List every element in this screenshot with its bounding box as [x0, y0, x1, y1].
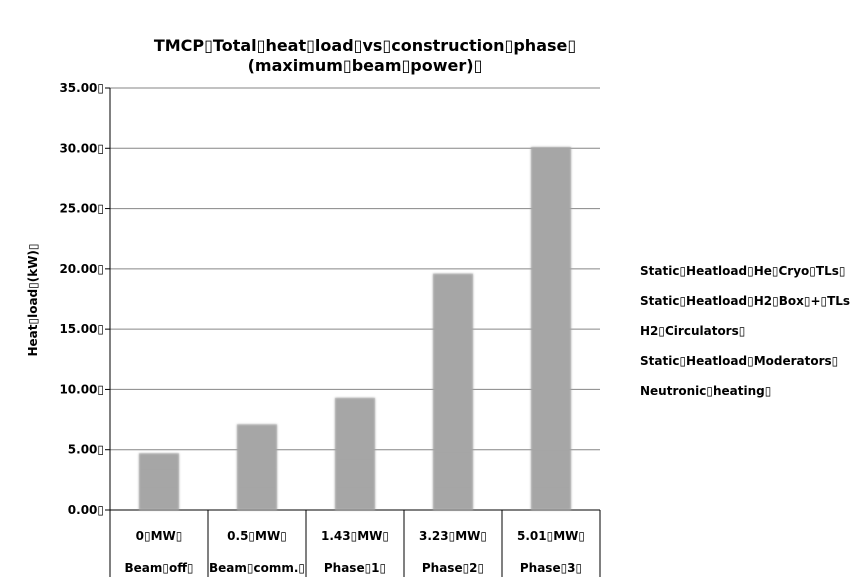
legend-item-static-he-cryo: Static▯Heatload▯He▯Cryo▯TLs▯: [640, 264, 846, 278]
x-category-label-power: 0.5▯MW▯: [227, 529, 287, 543]
bar-segment: [531, 444, 571, 451]
x-category-label-phase: Phase▯1▯: [324, 561, 386, 575]
bar-segment: [433, 458, 473, 488]
bar-segment: [237, 461, 277, 468]
y-tick-label: 35.00▯: [59, 81, 104, 95]
bars: [139, 147, 571, 510]
bar-segment: [531, 487, 571, 501]
x-category-label-phase: Phase▯2▯: [422, 561, 484, 575]
x-category-label-power: 0▯MW▯: [136, 529, 183, 543]
bar-segment: [531, 450, 571, 488]
legend-item-static-moderators: Static▯Heatload▯Moderators▯: [640, 354, 839, 368]
y-tick-label: 20.00▯: [59, 262, 104, 276]
bar-segment: [335, 459, 375, 466]
x-category-label-phase: Beam▯off▯: [124, 561, 193, 575]
x-category-label-phase: Phase▯3▯: [520, 561, 582, 575]
bar-segment: [335, 500, 375, 510]
y-tick-label: 0.00▯: [68, 503, 104, 517]
legend: Static▯Heatload▯He▯Cryo▯TLs▯ Static▯Heat…: [640, 261, 851, 411]
bar-segment: [531, 500, 571, 510]
y-tick-label: 15.00▯: [59, 322, 104, 336]
bar-segment: [139, 500, 179, 510]
bar-segment: [433, 452, 473, 459]
bar-total: [433, 273, 473, 510]
chart-title: TMCP▯Total▯heat▯load▯vs▯construction▯pha…: [140, 36, 590, 76]
bar-total: [531, 147, 571, 510]
bar-segment: [139, 453, 179, 463]
bar-segment: [335, 487, 375, 501]
x-category-label-power: 1.43▯MW▯: [321, 529, 389, 543]
legend-item-static-h2-box: Static▯Heatload▯H2▯Box▯+▯TLs▯: [640, 294, 851, 308]
gridlines: [110, 87, 600, 451]
chart-title-line-1: TMCP▯Total▯heat▯load▯vs▯construction▯pha…: [153, 36, 577, 55]
bar-segment: [335, 465, 375, 488]
y-tick-label: 5.00▯: [68, 443, 104, 457]
y-tick-label: 30.00▯: [59, 141, 104, 155]
bar-segment: [237, 487, 277, 501]
bar-segment: [237, 424, 277, 462]
category-table: 0▯MW▯ Beam▯off▯ 0.5▯MW▯ Beam▯comm.▯ 1.43▯MW▯…: [124, 510, 601, 577]
bar-segment: [433, 487, 473, 501]
bar-segment: [237, 500, 277, 510]
legend-item-h2-circulators: H2▯Circulators▯: [640, 324, 746, 338]
bar-segment: [335, 397, 375, 460]
x-category-label-phase: Beam▯comm.▯: [209, 561, 305, 575]
bar-segment: [139, 487, 179, 501]
bar-segment: [531, 147, 571, 445]
bar-segment: [139, 462, 179, 470]
bar-segment: [433, 273, 473, 453]
bar-segment: [433, 500, 473, 510]
x-category-label-power: 5.01▯MW▯: [517, 529, 585, 543]
bar-segment: [139, 469, 179, 488]
x-category-label-power: 3.23▯MW▯: [419, 529, 487, 543]
legend-item-neutronic-heating: Neutronic▯heating▯: [640, 384, 772, 398]
y-tick-label: 10.00▯: [59, 382, 104, 396]
bar-total: [335, 397, 375, 510]
bar-segment: [237, 467, 277, 488]
y-tick-label: 25.00▯: [59, 202, 104, 216]
chart-title-line-2: (maximum▯beam▯power)▯: [247, 56, 483, 75]
y-tick-labels: 0.00▯ 5.00▯ 10.00▯ 15.00▯ 20.00▯ 25.00▯ 30.00▯…: [59, 81, 104, 517]
